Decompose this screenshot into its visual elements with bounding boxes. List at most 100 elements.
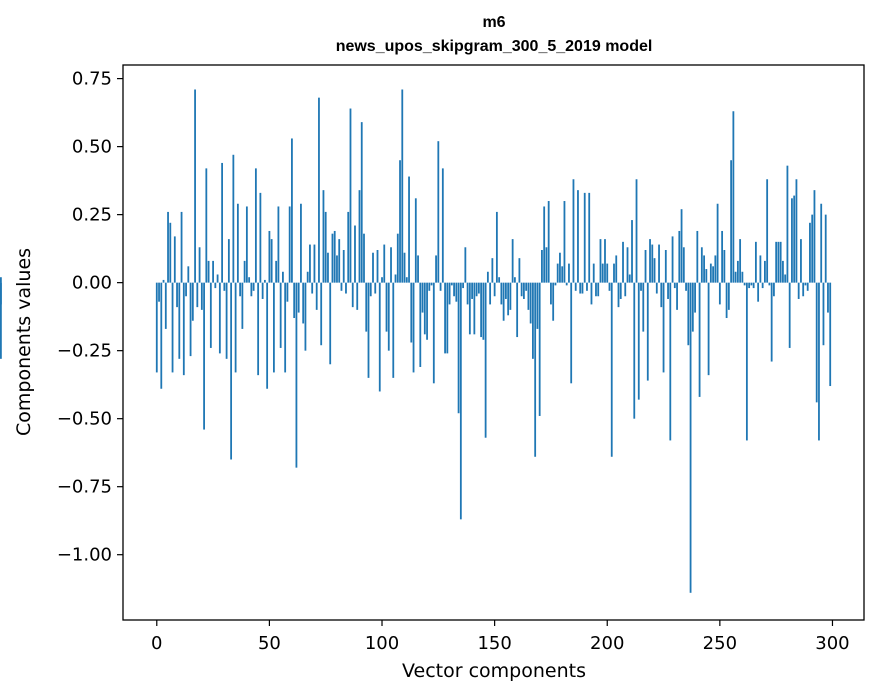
bar: [435, 255, 437, 283]
bar: [556, 263, 559, 283]
bar: [439, 282, 442, 291]
bar: [653, 258, 656, 283]
bar: [273, 282, 275, 373]
bar: [565, 282, 568, 286]
bar: [818, 282, 820, 441]
x-axis-ticks: 0 50 100 150 200 250 300: [151, 620, 850, 654]
bar: [655, 282, 658, 294]
bar: [399, 160, 401, 283]
bar: [633, 282, 636, 419]
bar: [423, 282, 426, 335]
bar: [444, 282, 446, 354]
bar: [788, 282, 791, 348]
bar: [552, 282, 555, 321]
bar: [586, 282, 588, 291]
bar: [358, 190, 361, 283]
bar: [811, 214, 814, 283]
bar: [507, 282, 510, 316]
bar: [592, 263, 595, 283]
bar: [754, 241, 757, 283]
bar: [225, 282, 228, 359]
bar: [601, 263, 604, 283]
bar: [640, 282, 642, 291]
bar: [637, 282, 640, 400]
bar: [664, 250, 667, 283]
bar: [777, 241, 780, 283]
x-axis-label: Vector components: [402, 660, 586, 682]
bar: [189, 282, 192, 357]
bar: [313, 244, 316, 283]
bar: [333, 230, 336, 283]
y-axis-label: Components values: [13, 248, 35, 436]
bar: [660, 282, 663, 308]
bar: [360, 122, 363, 283]
bar: [459, 282, 462, 520]
bar: [541, 250, 543, 283]
bar: [748, 282, 751, 289]
bar: [331, 233, 334, 283]
y-tick-label: −0.75: [57, 477, 112, 498]
bar: [489, 282, 492, 305]
bar: [162, 279, 165, 283]
bar: [477, 282, 480, 294]
bar: [0, 282, 2, 359]
bar: [595, 282, 597, 297]
bar: [322, 190, 325, 283]
bar: [782, 260, 784, 283]
bar: [554, 282, 557, 286]
bar: [739, 239, 742, 283]
bar: [669, 282, 672, 441]
bar: [455, 282, 458, 302]
bar: [784, 274, 787, 283]
bar: [685, 282, 687, 291]
x-tick-label: 50: [258, 633, 281, 654]
bar: [624, 282, 627, 297]
bar: [270, 239, 273, 283]
bar: [691, 282, 694, 332]
bar: [0, 282, 2, 305]
bar: [577, 190, 579, 283]
bar: [248, 277, 251, 283]
bar: [198, 247, 201, 283]
bar: [829, 282, 832, 387]
bar: [502, 282, 505, 321]
bar: [405, 277, 408, 283]
bar: [822, 282, 825, 346]
bar: [250, 282, 253, 297]
bar: [671, 236, 674, 283]
bar: [707, 282, 710, 376]
bar: [610, 282, 613, 457]
bar: [606, 263, 609, 283]
bar: [327, 252, 329, 283]
bar: [428, 282, 431, 291]
bar: [381, 277, 383, 283]
bar: [466, 282, 469, 305]
bar: [518, 258, 521, 283]
bar: [254, 168, 257, 283]
bar: [252, 282, 255, 291]
bar: [723, 250, 726, 283]
bar: [721, 230, 724, 283]
bar: [631, 220, 633, 283]
bar: [385, 282, 388, 332]
bar: [615, 255, 618, 283]
y-tick-label: −0.50: [57, 409, 112, 430]
bar: [682, 247, 685, 283]
bar: [588, 192, 591, 283]
bar: [354, 225, 356, 283]
bar: [376, 250, 379, 283]
x-tick-label: 300: [815, 633, 849, 654]
bar: [257, 282, 260, 376]
bar: [304, 282, 307, 351]
bar: [464, 247, 467, 283]
bar: [320, 282, 323, 346]
bar: [302, 282, 305, 324]
bar: [187, 266, 190, 283]
bar: [743, 282, 746, 286]
bar: [412, 282, 415, 373]
bar: [234, 282, 237, 373]
bar: [678, 230, 681, 283]
bar: [365, 282, 368, 332]
bar: [696, 230, 699, 283]
bar: [311, 282, 314, 294]
